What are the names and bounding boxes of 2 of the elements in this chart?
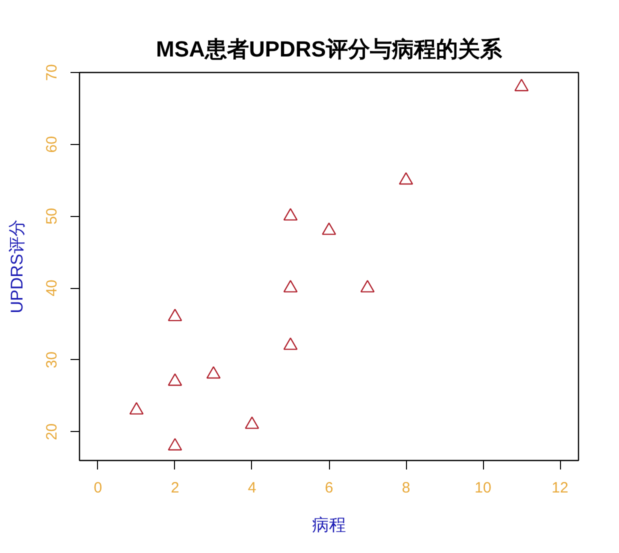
point [514, 78, 529, 92]
x-tick-label: 12 [552, 480, 568, 496]
